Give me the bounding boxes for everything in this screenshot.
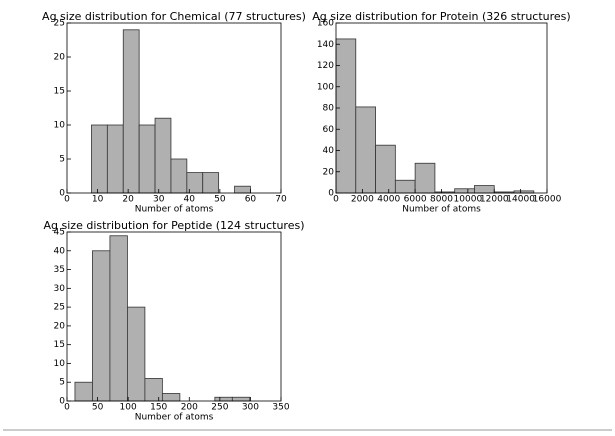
y-tick-label: 80: [323, 104, 335, 114]
x-axis-label: Number of atoms: [402, 205, 481, 215]
y-tick-label: 40: [323, 146, 335, 156]
bar: [170, 158, 188, 194]
bar: [92, 250, 111, 402]
x-axis-label: Number of atoms: [135, 205, 214, 215]
x-tick-label: 12000: [480, 195, 509, 205]
bar: [74, 381, 93, 402]
bar: [127, 306, 146, 402]
bar: [161, 393, 181, 402]
x-tick-label: 350: [272, 403, 289, 413]
chart-title: Ag size distribution for Chemical (77 st…: [42, 10, 306, 23]
y-tick-label: 5: [59, 378, 65, 388]
x-tick-label: 10: [92, 195, 104, 205]
y-tick-label: 100: [317, 82, 334, 92]
bar: [144, 378, 163, 402]
y-tick-label: 35: [54, 265, 65, 275]
y-tick-label: 20: [323, 167, 335, 177]
y-tick-label: 10: [54, 121, 66, 131]
x-tick-label: 40: [184, 195, 196, 205]
x-tick-label: 70: [275, 195, 287, 205]
x-tick-label: 20: [122, 195, 134, 205]
bar: [154, 117, 172, 194]
bar: [454, 188, 475, 194]
y-tick-label: 20: [54, 321, 66, 331]
y-tick-label: 20: [54, 53, 66, 63]
bar: [122, 29, 140, 194]
bar: [214, 396, 233, 402]
bar: [234, 185, 251, 194]
x-tick-label: 50: [92, 403, 104, 413]
x-tick-label: 60: [245, 195, 257, 205]
bar: [138, 124, 156, 194]
axes-frame: [66, 22, 282, 194]
x-tick-label: 2000: [351, 195, 374, 205]
bar: [355, 106, 376, 194]
x-tick-label: 0: [64, 403, 70, 413]
bar: [335, 38, 357, 194]
y-tick-label: 60: [323, 125, 335, 135]
x-tick-label: 200: [181, 403, 198, 413]
y-tick-label: 120: [317, 61, 334, 71]
bar: [109, 235, 128, 402]
bar: [474, 185, 495, 194]
x-tick-label: 10000: [454, 195, 483, 205]
y-tick-label: 140: [317, 40, 334, 50]
x-tick-label: 8000: [430, 195, 453, 205]
y-tick-label: 45: [54, 228, 65, 238]
x-tick-label: 0: [333, 195, 339, 205]
bar: [91, 124, 108, 194]
x-tick-label: 4000: [377, 195, 400, 205]
axes-frame: [66, 231, 282, 402]
x-tick-label: 16000: [533, 195, 562, 205]
bar: [231, 396, 251, 402]
bar: [394, 179, 416, 194]
x-tick-label: 300: [242, 403, 259, 413]
y-tick-label: 15: [54, 87, 65, 97]
x-axis-label: Number of atoms: [135, 413, 214, 423]
bar: [106, 124, 124, 194]
y-tick-label: 0: [328, 189, 334, 199]
bar: [375, 144, 396, 194]
bar: [202, 172, 220, 194]
x-tick-label: 50: [214, 195, 226, 205]
y-tick-label: 25: [54, 19, 65, 29]
y-tick-label: 10: [54, 359, 66, 369]
x-tick-label: 14000: [506, 195, 535, 205]
y-tick-label: 5: [59, 155, 65, 165]
x-tick-label: 0: [64, 195, 70, 205]
y-tick-label: 40: [54, 246, 66, 256]
y-tick-label: 25: [54, 303, 65, 313]
y-tick-label: 15: [54, 340, 65, 350]
x-tick-label: 6000: [404, 195, 427, 205]
y-tick-label: 0: [59, 189, 65, 199]
x-tick-label: 100: [120, 403, 137, 413]
y-tick-label: 30: [54, 284, 66, 294]
bar: [414, 162, 436, 194]
x-tick-label: 150: [150, 403, 167, 413]
y-tick-label: 160: [317, 19, 334, 29]
chart-title: Ag size distribution for Protein (326 st…: [312, 10, 570, 23]
y-tick-label: 0: [59, 397, 65, 407]
x-tick-label: 30: [153, 195, 165, 205]
x-tick-label: 250: [211, 403, 228, 413]
chart-title: Ag size distribution for Peptide (124 st…: [44, 219, 305, 232]
